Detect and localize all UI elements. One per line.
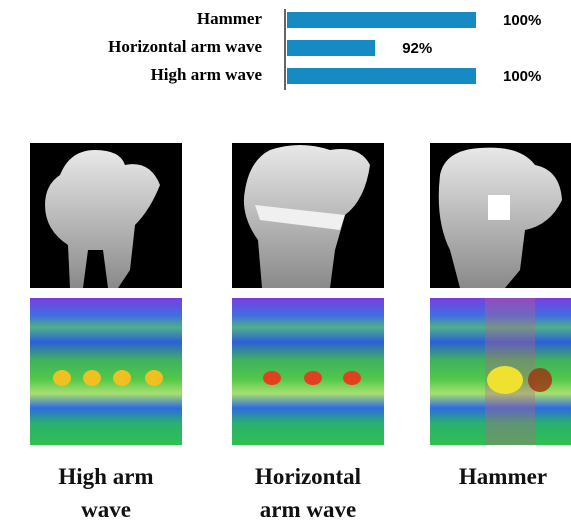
depth-images bbox=[30, 143, 571, 288]
heatmaps bbox=[30, 298, 571, 445]
value-label: 100% bbox=[503, 68, 541, 85]
bar bbox=[287, 12, 476, 28]
y-tick-label: Horizontal arm wave bbox=[108, 37, 262, 56]
caption: Hammer bbox=[458, 464, 548, 489]
y-tick-label: High arm wave bbox=[151, 65, 263, 84]
caption: Horizontal arm wave bbox=[254, 464, 362, 522]
caption: High arm wave bbox=[58, 464, 154, 522]
y-tick-label: Hammer bbox=[197, 9, 263, 28]
bar bbox=[287, 40, 376, 56]
value-label: 100% bbox=[503, 12, 541, 29]
bar bbox=[287, 68, 476, 84]
heatmap bbox=[232, 298, 384, 445]
value-label: 92% bbox=[402, 40, 432, 57]
